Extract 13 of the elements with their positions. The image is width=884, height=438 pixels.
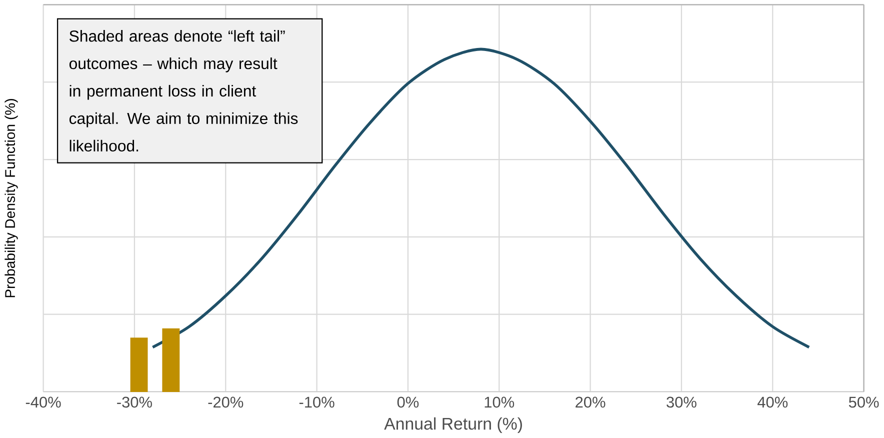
x-tick-label: 10%	[484, 396, 514, 408]
y-axis-title: Probability Density Function (%)	[4, 99, 18, 298]
x-tick-label: -20%	[208, 396, 244, 408]
x-tick-label: -40%	[26, 396, 61, 408]
x-tick-label: 0%	[397, 396, 419, 408]
x-tick-label: -30%	[117, 396, 152, 408]
x-tick-label: 40%	[758, 396, 788, 408]
x-tick-label: -10%	[299, 396, 334, 408]
annotation: Shaded areas denote “left tail” outcomes – which may result in permanent loss in client capital. We aim to minimize this likelihood.	[69, 30, 298, 152]
x-tick-label: 50%	[848, 396, 879, 408]
x-tick-label: 20%	[576, 396, 606, 408]
x-tick-label: 30%	[666, 396, 696, 408]
x-axis-title: Annual Return (%)	[384, 417, 522, 434]
